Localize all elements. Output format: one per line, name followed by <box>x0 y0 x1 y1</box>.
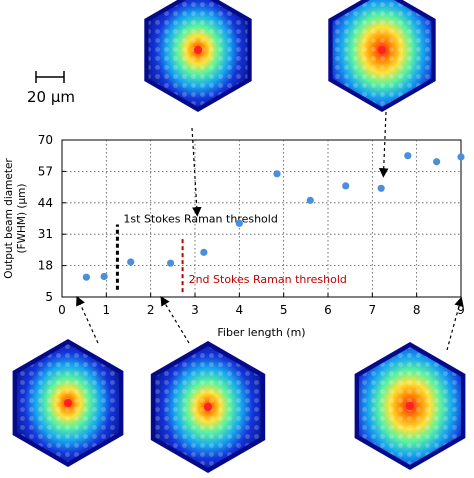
data-point <box>457 153 465 161</box>
data-point <box>100 272 108 281</box>
y-axis-label-line1: Output beam diameter <box>3 158 15 279</box>
y-axis-label: Output beam diameter (FWHM) (µm) <box>3 158 28 279</box>
data-point <box>235 219 243 227</box>
x-axis-ticks: 0 1 2 3 4 5 6 7 8 9 <box>58 293 465 317</box>
data-point <box>342 182 350 190</box>
y-tick-label: 5 <box>45 290 53 304</box>
x-tick-label: 1 <box>103 303 111 317</box>
x-tick-label: 0 <box>58 303 66 317</box>
pointer-arrow-4 <box>160 295 190 344</box>
x-tick-label: 8 <box>413 303 421 317</box>
y-tick-label: 44 <box>38 196 53 210</box>
beam-peak-spot <box>204 403 212 411</box>
x-tick-label: 7 <box>369 303 377 317</box>
pointer-arrow-2 <box>378 111 389 178</box>
x-tick-label: 4 <box>236 303 244 317</box>
data-point <box>273 170 281 178</box>
y-tick-label: 18 <box>38 259 53 273</box>
data-points <box>82 152 465 281</box>
scale-bar: 20 µm <box>27 71 75 106</box>
data-point <box>127 258 135 266</box>
x-tick-label: 2 <box>147 303 155 317</box>
beam-image-bottom-1 <box>12 339 124 467</box>
beam-peak-spot <box>194 46 202 54</box>
y-tick-label: 31 <box>38 227 53 241</box>
data-point <box>404 152 412 160</box>
data-point <box>377 184 385 192</box>
plot-area <box>61 139 462 298</box>
pointer-arrow-5 <box>446 296 464 351</box>
scatter-plot: 0 1 2 3 4 5 6 7 8 9 5 18 31 44 57 70 1st Stokes Raman … <box>3 133 465 339</box>
y-tick-label: 70 <box>38 133 53 147</box>
plot-grid <box>62 140 461 297</box>
beam-peak-spot <box>378 46 386 54</box>
beam-peak-spot <box>64 399 72 407</box>
data-point <box>433 158 441 166</box>
beam-profile-images <box>12 0 466 473</box>
data-point <box>82 273 90 281</box>
data-point <box>306 196 314 204</box>
threshold-label-1: 1st Stokes Raman threshold <box>123 213 277 226</box>
pointer-arrow-3 <box>76 295 99 344</box>
x-tick-label: 6 <box>324 303 332 317</box>
data-point <box>167 259 175 267</box>
data-point <box>200 248 208 256</box>
x-axis-label: Fiber length (m) <box>217 326 305 339</box>
x-tick-label: 5 <box>280 303 288 317</box>
y-tick-label: 57 <box>38 164 53 178</box>
beam-image-top-1 <box>144 0 252 112</box>
y-axis-label-line2: (FWHM) (µm) <box>16 183 28 253</box>
beam-image-bottom-2 <box>150 341 266 473</box>
x-tick-label: 3 <box>191 303 199 317</box>
y-axis-ticks: 5 18 31 44 57 70 <box>38 133 66 304</box>
beam-image-bottom-3 <box>354 342 466 470</box>
pointer-arrows <box>76 111 464 351</box>
beam-image-top-2 <box>328 0 436 112</box>
scale-bar-label: 20 µm <box>27 88 75 106</box>
threshold-label-2: 2nd Stokes Raman threshold <box>189 273 347 286</box>
pointer-arrow-1 <box>191 127 202 217</box>
beam-peak-spot <box>406 402 414 410</box>
x-tick-label: 9 <box>457 303 465 317</box>
